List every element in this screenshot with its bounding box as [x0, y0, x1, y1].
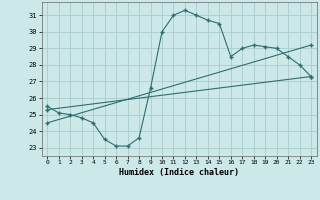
- X-axis label: Humidex (Indice chaleur): Humidex (Indice chaleur): [119, 168, 239, 177]
